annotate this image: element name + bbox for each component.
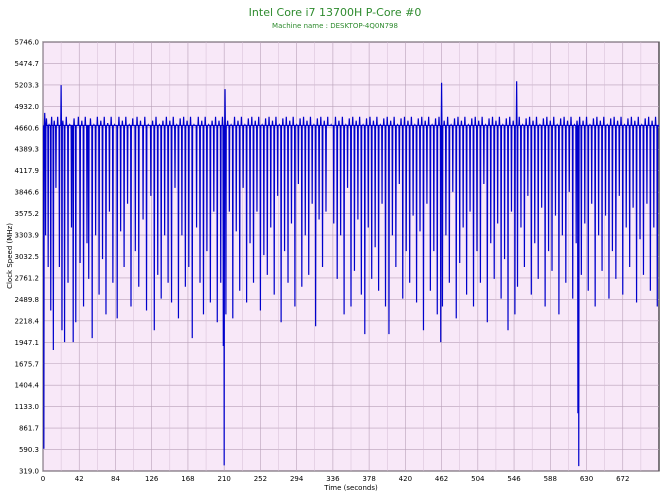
y-tick-label: 1675.7 <box>15 360 40 368</box>
y-tick-label: 1404.4 <box>15 382 40 390</box>
x-tick-label: 462 <box>435 475 448 483</box>
x-axis-ticks: 0 42 84 126 168 210 252 294 336 378 420 462 504 546 58… <box>41 475 630 483</box>
x-tick-label: 84 <box>111 475 120 483</box>
y-axis-label: Clock Speed (MHz) <box>6 223 14 289</box>
y-tick-label: 5474.7 <box>15 60 40 68</box>
x-tick-label: 546 <box>507 475 521 483</box>
x-tick-label: 588 <box>544 475 557 483</box>
y-tick-label: 4389.3 <box>15 146 40 154</box>
x-tick-label: 126 <box>145 475 159 483</box>
y-tick-label: 5203.3 <box>15 81 40 89</box>
chart-title: Intel Core i7 13700H P-Core #0 <box>248 6 422 19</box>
y-tick-label: 2218.4 <box>15 317 40 325</box>
y-tick-label: 2489.8 <box>15 296 40 304</box>
x-axis-label: Time (seconds) <box>323 484 378 492</box>
x-tick-label: 420 <box>399 475 412 483</box>
x-tick-label: 0 <box>41 475 45 483</box>
chart-subtitle: Machine name : DESKTOP-4Q0N798 <box>272 22 398 30</box>
y-tick-label: 3303.9 <box>15 232 40 240</box>
series-layer <box>42 81 660 467</box>
x-tick-label: 504 <box>471 475 485 483</box>
x-tick-label: 252 <box>254 475 267 483</box>
y-tick-label: 5746.0 <box>15 39 40 47</box>
x-tick-label: 42 <box>75 475 84 483</box>
y-tick-label: 3846.6 <box>15 189 40 197</box>
y-tick-label: 590.3 <box>19 446 39 454</box>
x-tick-label: 336 <box>326 475 340 483</box>
y-tick-label: 3575.2 <box>15 210 40 218</box>
y-tick-label: 2761.2 <box>15 274 40 282</box>
x-tick-label: 168 <box>181 475 194 483</box>
y-tick-label: 1133.0 <box>15 403 40 411</box>
y-tick-label: 3032.5 <box>15 253 40 261</box>
y-tick-label: 4660.6 <box>15 124 40 132</box>
y-tick-label: 319.0 <box>19 468 39 476</box>
y-tick-label: 861.7 <box>19 425 39 433</box>
x-tick-label: 672 <box>616 475 629 483</box>
x-tick-label: 630 <box>580 475 593 483</box>
x-tick-label: 210 <box>217 475 230 483</box>
y-tick-label: 4932.0 <box>15 103 40 111</box>
clock-speed-series-line <box>42 81 660 467</box>
y-tick-label: 4117.9 <box>15 167 40 175</box>
x-tick-label: 378 <box>362 475 375 483</box>
y-tick-label: 1947.1 <box>15 339 40 347</box>
y-axis-ticks: 319.0 590.3 861.7 1133.0 1404.4 1675.7 1947.1 2… <box>15 39 40 476</box>
x-tick-label: 294 <box>290 475 304 483</box>
